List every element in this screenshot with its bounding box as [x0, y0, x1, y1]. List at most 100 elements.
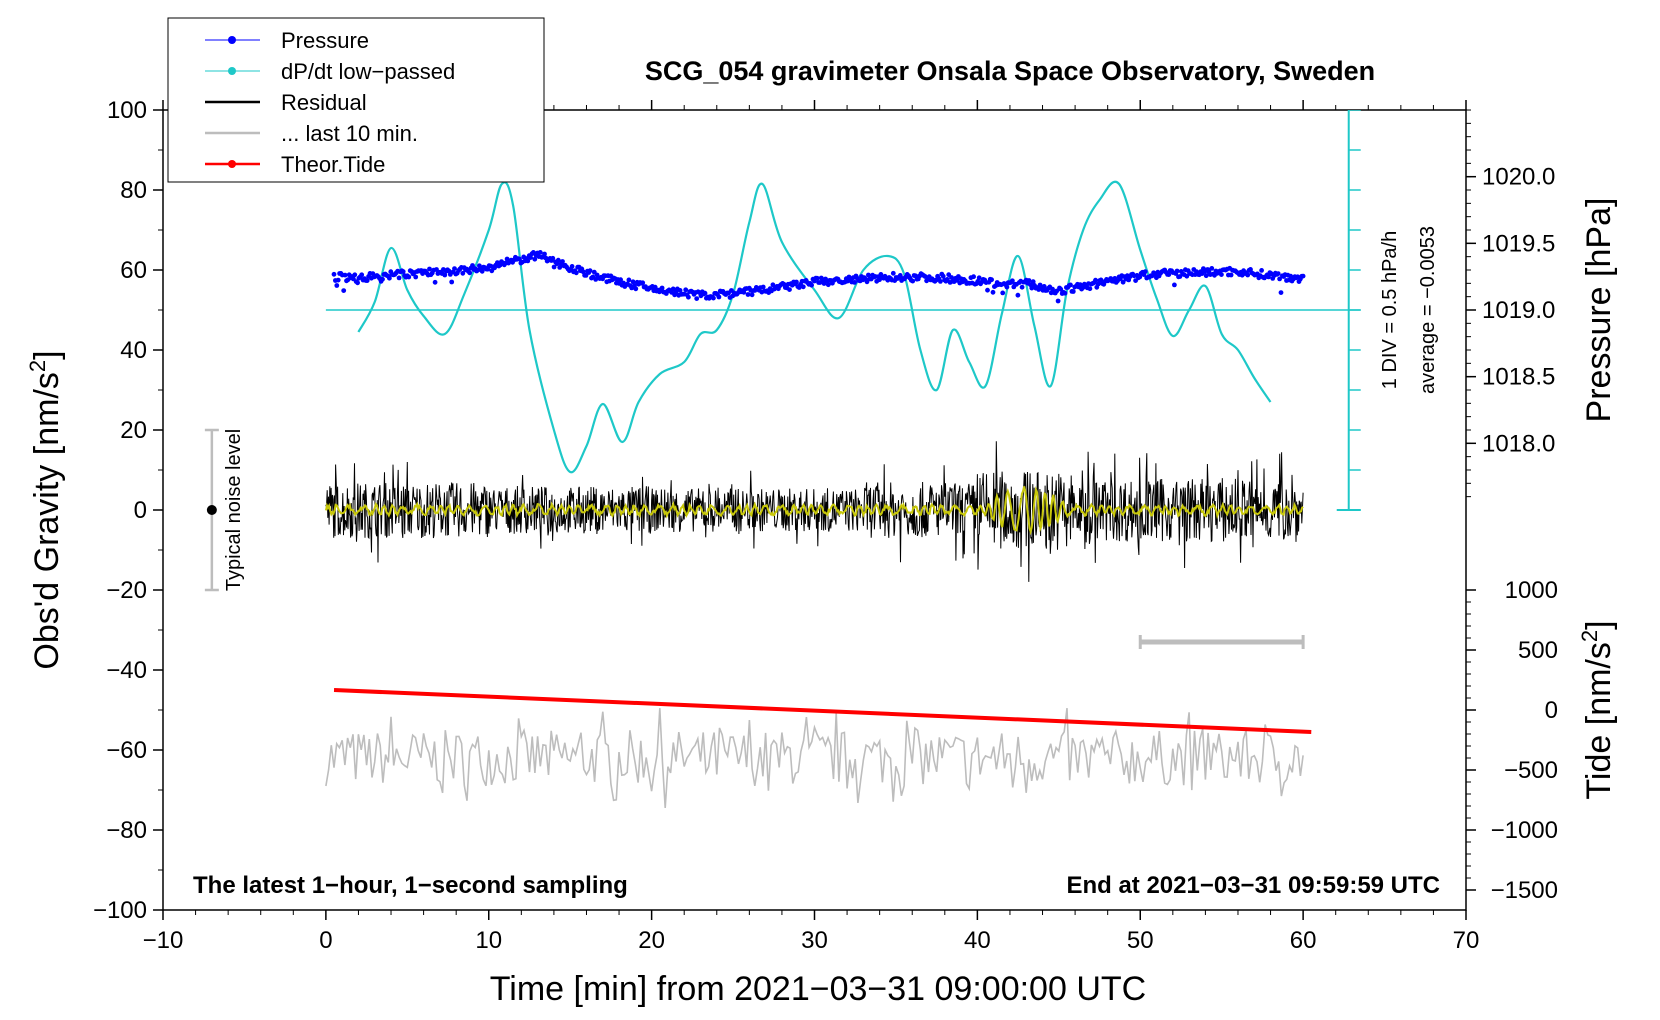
- pressure-point: [427, 266, 432, 272]
- pressure-point: [1026, 278, 1032, 283]
- pressure-point: [985, 287, 990, 293]
- pressure-point: [640, 280, 646, 286]
- pressure-point: [1015, 292, 1021, 298]
- pressure-point: [1275, 271, 1281, 276]
- pressure-point: [1000, 290, 1006, 296]
- legend: Pressure dP/dt low−passed Residual ... last…: [167, 17, 545, 183]
- pressure-point: [555, 257, 561, 263]
- pressure-point: [460, 270, 466, 276]
- pressure-point: [359, 272, 365, 278]
- pressure-point: [442, 272, 448, 278]
- pressure-point: [633, 286, 639, 292]
- x-tick-label: 40: [964, 927, 991, 954]
- pressure-point: [1259, 268, 1264, 273]
- y-tick-label: 40: [120, 337, 147, 364]
- pressure-point: [467, 270, 473, 276]
- pressure-point: [413, 274, 419, 280]
- tide-axis-label-end: ]: [1580, 620, 1618, 629]
- x-tick-label: 60: [1290, 927, 1317, 954]
- y-axis-label: Obs'd Gravity [nm/s2]: [25, 350, 66, 669]
- pressure-point: [335, 277, 341, 283]
- tide-tick-label: −1000: [1491, 817, 1558, 844]
- pressure-point: [528, 255, 533, 260]
- tide-tick-label: −1500: [1491, 877, 1558, 904]
- pressure-point: [694, 296, 700, 301]
- pressure-point: [1010, 278, 1015, 284]
- pressure-tick-label: 1020.0: [1482, 164, 1555, 191]
- pressure-point: [1266, 274, 1271, 280]
- pressure-point: [355, 280, 360, 286]
- pressure-point: [1070, 289, 1076, 294]
- pressure-point: [525, 258, 531, 264]
- data-layer: [204, 110, 1361, 809]
- bottom-right-note: End at 2021−03−31 09:59:59 UTC: [1066, 872, 1440, 899]
- pressure-point: [550, 255, 556, 261]
- pressure-point: [618, 277, 623, 283]
- series-residual: [325, 441, 1304, 582]
- pressure-point: [814, 275, 820, 281]
- pressure-point: [745, 292, 751, 297]
- pressure-point: [560, 259, 565, 264]
- legend-label-pressure: Pressure: [281, 28, 369, 53]
- pressure-point: [910, 278, 916, 284]
- y-tick-label: −40: [106, 657, 147, 684]
- pressure-point: [342, 272, 348, 278]
- x-tick-label: 70: [1453, 927, 1480, 954]
- pressure-point: [677, 288, 683, 293]
- pressure-point: [686, 294, 691, 300]
- pressure-point: [990, 289, 996, 295]
- noise-level-center: [206, 505, 217, 515]
- y-tick-label: 60: [120, 257, 147, 284]
- x-tick-label: −10: [143, 927, 184, 954]
- pressure-axis-label: Pressure [hPa]: [1580, 198, 1618, 423]
- pressure-point: [1300, 273, 1306, 279]
- pressure-point: [852, 280, 857, 285]
- pressure-point: [1209, 266, 1215, 271]
- y-tick-label: 80: [120, 177, 147, 204]
- legend-label-theor: Theor.Tide: [281, 152, 385, 177]
- pressure-point: [938, 279, 943, 284]
- pressure-point: [1278, 290, 1284, 295]
- pressure-point: [866, 272, 871, 278]
- axes-layer: −10 0 10 20 30 40 50 60 70−100−80−60−40−20020406…: [93, 97, 1558, 954]
- tide-tick-label: 0: [1545, 697, 1558, 724]
- pressure-point: [1245, 272, 1251, 278]
- pressure-point: [334, 283, 340, 288]
- pressure-point: [683, 287, 689, 293]
- pressure-point: [716, 294, 722, 300]
- pressure-point: [1174, 268, 1180, 274]
- pressure-point: [587, 268, 593, 274]
- pressure-point: [331, 271, 337, 277]
- legend-label-dpdt: dP/dt low−passed: [281, 59, 455, 84]
- x-tick-label: 0: [319, 927, 332, 954]
- y-tick-label: −100: [93, 897, 147, 924]
- legend-marker-pressure: [228, 36, 236, 44]
- pressure-point: [770, 282, 776, 288]
- pressure-point: [400, 269, 406, 274]
- pressure-point: [479, 268, 485, 274]
- pressure-point: [1058, 286, 1064, 292]
- pressure-point: [971, 274, 976, 280]
- pressure-point: [760, 284, 766, 290]
- tide-tick-label: −500: [1504, 757, 1558, 784]
- y-tick-label: 0: [134, 497, 147, 524]
- pressure-point: [449, 279, 455, 285]
- y-axis-label-sup: 2: [25, 360, 50, 372]
- x-tick-label: 50: [1127, 927, 1154, 954]
- pressure-point: [341, 288, 347, 293]
- series-pressure: [331, 250, 1306, 304]
- noise-level-text: Typical noise level: [223, 429, 245, 591]
- pressure-point: [1120, 279, 1126, 285]
- pressure-point: [352, 272, 358, 278]
- pressure-point: [1068, 282, 1073, 288]
- pressure-point: [1203, 273, 1209, 279]
- dpdt-scale-text: 1 DIV = 0.5 hPa/h: [1379, 231, 1401, 389]
- pressure-point: [800, 284, 806, 290]
- pressure-point: [557, 265, 563, 270]
- legend-marker-theor: [228, 160, 236, 168]
- pressure-point: [944, 277, 950, 282]
- pressure-point: [489, 268, 495, 274]
- y-tick-label: −20: [106, 577, 147, 604]
- pressure-point: [794, 279, 799, 285]
- bottom-left-note: The latest 1−hour, 1−second sampling: [193, 872, 628, 899]
